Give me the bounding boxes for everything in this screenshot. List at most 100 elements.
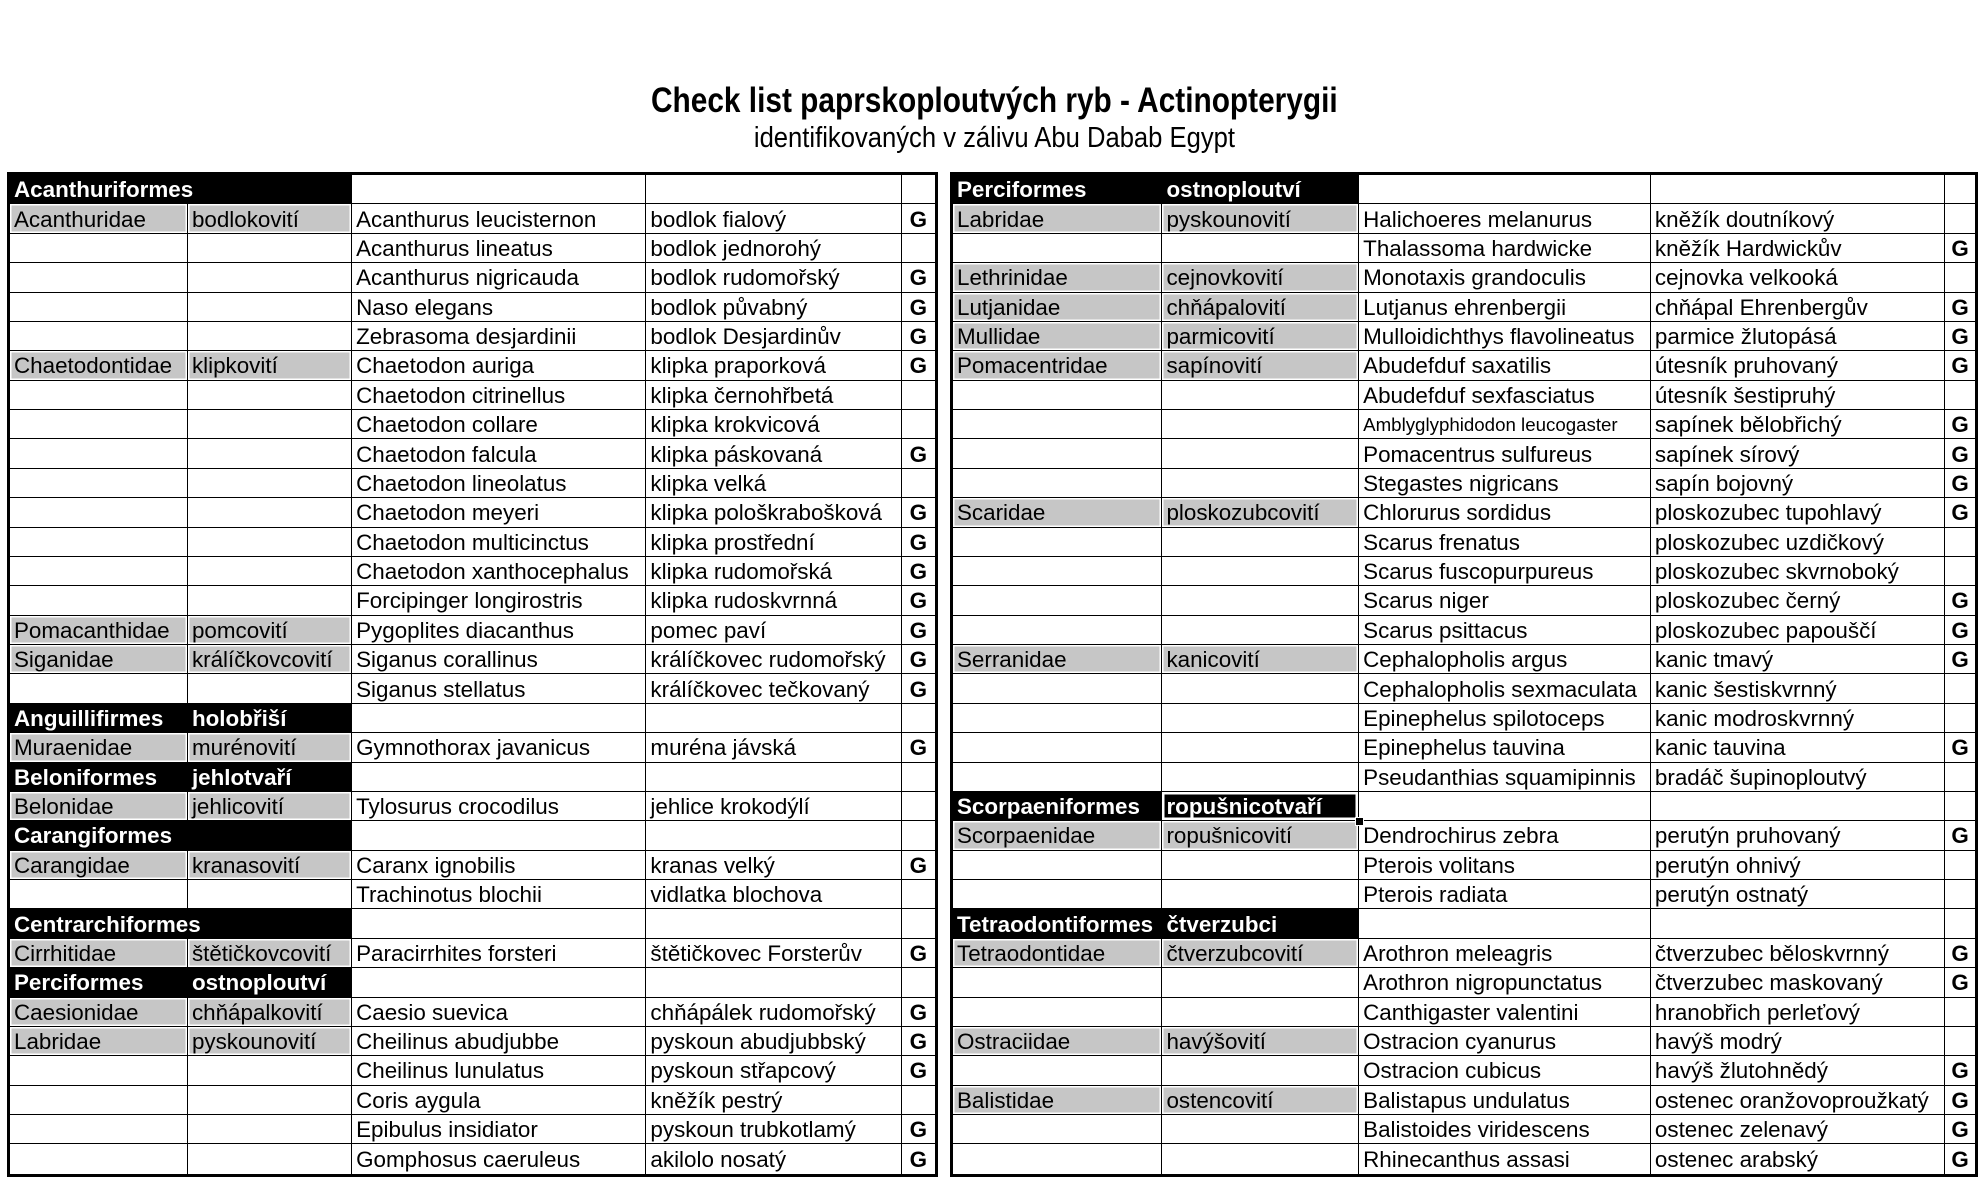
g-flag-cell[interactable] — [1945, 263, 1975, 293]
empty-cell[interactable] — [1162, 439, 1360, 469]
species-latin-cell[interactable]: Siganus corallinus — [352, 645, 647, 675]
species-latin-cell[interactable]: Chlorurus sordidus — [1359, 498, 1651, 528]
g-flag-cell[interactable] — [1945, 998, 1975, 1027]
species-latin-cell[interactable]: Caranx ignobilis — [352, 850, 647, 880]
order-czech-cell[interactable] — [187, 909, 353, 939]
family-czech-cell[interactable]: havýšovití — [1162, 1026, 1360, 1057]
family-name-cell[interactable]: Siganidae — [10, 645, 188, 675]
species-czech-cell[interactable]: klipka pološkrabošková — [646, 498, 902, 528]
empty-cell[interactable] — [187, 1115, 353, 1145]
empty-cell[interactable] — [1162, 380, 1360, 410]
order-name-cell[interactable]: Carangiformes — [10, 821, 188, 851]
empty-cell[interactable] — [1162, 468, 1360, 499]
g-flag-cell[interactable] — [1945, 880, 1975, 910]
g-flag-cell[interactable]: G — [901, 851, 935, 880]
g-flag-cell[interactable]: G — [1945, 439, 1975, 469]
species-czech-cell[interactable]: parmice žlutopásá — [1650, 321, 1946, 352]
g-flag-cell[interactable]: G — [901, 998, 935, 1027]
species-czech-cell[interactable]: klipka prostřední — [646, 527, 902, 557]
species-czech-cell[interactable]: ploskozubec černý — [1650, 586, 1946, 616]
order-czech-cell[interactable]: čtverzubci — [1162, 909, 1360, 939]
family-name-cell[interactable]: Caesionidae — [10, 997, 188, 1027]
species-latin-cell[interactable]: Coris aygula — [352, 1085, 647, 1115]
species-latin-cell[interactable]: Chaetodon citrinellus — [352, 380, 647, 410]
species-latin-cell[interactable]: Siganus stellatus — [352, 674, 647, 704]
species-latin-cell[interactable]: Gymnothorax javanicus — [352, 733, 647, 763]
species-latin-cell[interactable]: Arothron nigropunctatus — [1359, 968, 1651, 998]
order-name-cell[interactable]: Acanthuriformes — [10, 175, 193, 205]
g-flag-cell[interactable]: G — [901, 293, 935, 322]
empty-cell[interactable] — [953, 468, 1163, 499]
family-czech-cell[interactable]: čtverzubcovití — [1162, 938, 1360, 969]
order-name-cell[interactable]: Centrarchiformes — [10, 909, 201, 939]
empty-cell[interactable] — [187, 233, 353, 264]
empty-cell[interactable] — [953, 410, 1163, 440]
species-latin-cell[interactable]: Epinephelus spilotoceps — [1359, 703, 1651, 734]
g-flag-cell[interactable]: G — [1945, 1115, 1975, 1145]
order-czech-cell[interactable]: ostnoploutví — [187, 968, 353, 998]
g-flag-cell[interactable]: G — [1945, 939, 1975, 969]
empty-cell[interactable] — [1162, 1115, 1360, 1145]
empty-cell[interactable] — [1359, 791, 1651, 822]
family-name-cell[interactable]: Pomacanthidae — [10, 615, 188, 645]
empty-cell[interactable] — [187, 468, 353, 499]
empty-cell[interactable] — [10, 263, 188, 293]
order-name-cell[interactable]: Anguillifirmes — [10, 703, 188, 734]
species-latin-cell[interactable]: Monotaxis grandoculis — [1359, 263, 1651, 293]
empty-cell[interactable] — [10, 1056, 188, 1086]
species-czech-cell[interactable]: ploskozubec tupohlavý — [1650, 498, 1946, 528]
empty-cell[interactable] — [352, 821, 647, 851]
species-czech-cell[interactable]: kněžík Hardwickův — [1650, 233, 1946, 264]
family-name-cell[interactable]: Muraenidae — [10, 733, 188, 763]
g-flag-cell[interactable] — [1945, 175, 1975, 205]
family-czech-cell[interactable]: ploskozubcovití — [1162, 498, 1360, 528]
family-czech-cell[interactable]: ostencovití — [1162, 1085, 1360, 1115]
empty-cell[interactable] — [1162, 586, 1360, 616]
species-czech-cell[interactable]: bodlok půvabný — [646, 292, 902, 322]
species-czech-cell[interactable]: sapínek bělobřichý — [1650, 410, 1946, 440]
species-latin-cell[interactable]: Amblyglyphidodon leucogaster — [1359, 410, 1651, 440]
species-czech-cell[interactable]: klipka krokvicová — [646, 410, 902, 440]
order-name-cell[interactable]: Perciformes — [10, 968, 188, 998]
g-flag-cell[interactable]: G — [901, 939, 935, 969]
empty-cell[interactable] — [953, 380, 1163, 410]
empty-cell[interactable] — [1162, 527, 1360, 557]
empty-cell[interactable] — [1650, 175, 1946, 205]
species-czech-cell[interactable]: chňápal Ehrenbergův — [1650, 292, 1946, 322]
g-flag-cell[interactable]: G — [901, 263, 935, 293]
species-czech-cell[interactable]: pyskoun abudjubbský — [646, 1026, 902, 1057]
family-name-cell[interactable]: Balistidae — [953, 1085, 1163, 1115]
species-latin-cell[interactable]: Epibulus insidiator — [352, 1115, 647, 1145]
empty-cell[interactable] — [187, 527, 353, 557]
family-czech-cell[interactable]: jehlicovití — [187, 791, 353, 822]
empty-cell[interactable] — [1162, 410, 1360, 440]
g-flag-cell[interactable] — [1945, 851, 1975, 880]
empty-cell[interactable] — [187, 439, 353, 469]
family-name-cell[interactable]: Acanthuridae — [10, 204, 188, 234]
species-latin-cell[interactable]: Thalassoma hardwicke — [1359, 233, 1651, 264]
empty-cell[interactable] — [10, 410, 188, 440]
empty-cell[interactable] — [646, 175, 902, 205]
family-czech-cell[interactable]: králíčkovcovití — [187, 645, 353, 675]
family-czech-cell[interactable]: kanicovití — [1162, 645, 1360, 675]
empty-cell[interactable] — [953, 527, 1163, 557]
g-flag-cell[interactable]: G — [901, 674, 935, 704]
species-latin-cell[interactable]: Trachinotus blochii — [352, 880, 647, 910]
species-czech-cell[interactable]: ploskozubec skvrnoboký — [1650, 556, 1946, 587]
g-flag-cell[interactable] — [1945, 909, 1975, 939]
species-czech-cell[interactable]: hranobřich perleťový — [1650, 997, 1946, 1027]
empty-cell[interactable] — [10, 586, 188, 616]
empty-cell[interactable] — [10, 233, 188, 264]
empty-cell[interactable] — [953, 1115, 1163, 1145]
g-flag-cell[interactable]: G — [901, 498, 935, 528]
empty-cell[interactable] — [187, 1056, 353, 1086]
order-czech-cell[interactable]: ropušnicotvaří — [1162, 791, 1364, 826]
g-flag-cell[interactable] — [901, 175, 935, 205]
g-flag-cell[interactable] — [1945, 381, 1975, 410]
empty-cell[interactable] — [953, 233, 1163, 264]
family-czech-cell[interactable]: klipkovití — [187, 351, 353, 381]
g-flag-cell[interactable]: G — [1945, 968, 1975, 998]
g-flag-cell[interactable]: G — [901, 351, 935, 381]
empty-cell[interactable] — [953, 556, 1163, 587]
empty-cell[interactable] — [1162, 1144, 1360, 1174]
